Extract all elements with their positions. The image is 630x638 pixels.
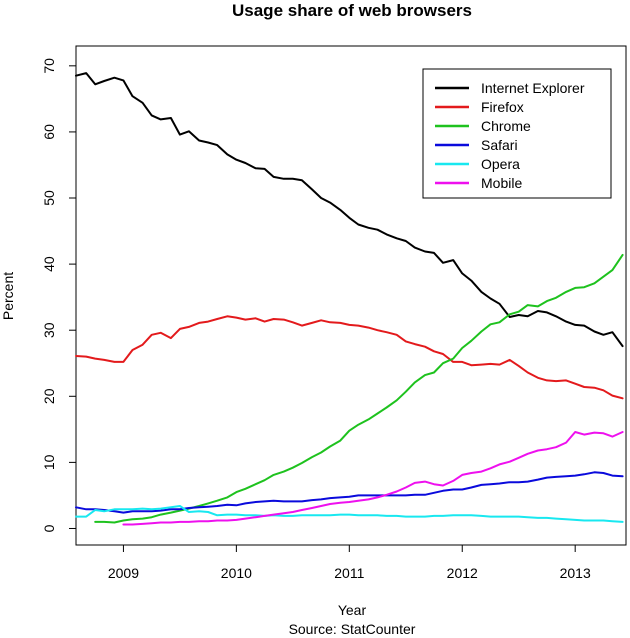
x-tick-label: 2010 (221, 565, 252, 581)
source-caption: Source: StatCounter (289, 621, 416, 637)
y-tick-label: 40 (41, 256, 57, 272)
legend-label-internet-explorer: Internet Explorer (481, 80, 585, 96)
chart-title: Usage share of web browsers (232, 1, 472, 20)
x-tick-label: 2013 (560, 565, 591, 581)
series-line-opera (75, 505, 624, 523)
y-tick-label: 60 (41, 124, 57, 140)
series-line-firefox (75, 315, 624, 400)
series-line-chrome (94, 253, 624, 524)
y-tick-label: 30 (41, 322, 57, 338)
x-tick-label: 2012 (447, 565, 478, 581)
y-tick-label: 70 (41, 58, 57, 74)
y-axis: 0 10 20 30 40 50 60 70 (41, 58, 76, 532)
legend-label-safari: Safari (481, 137, 518, 153)
y-tick-label: 10 (41, 454, 57, 470)
legend: Internet Explorer Firefox Chrome Safari Oper… (422, 68, 612, 199)
legend-label-firefox: Firefox (481, 99, 524, 115)
legend-label-chrome: Chrome (481, 118, 531, 134)
y-tick-label: 0 (41, 524, 57, 532)
plot-frame (75, 45, 627, 546)
x-tick-label: 2011 (334, 565, 364, 581)
series-line-mobile (122, 431, 624, 526)
legend-box (422, 68, 612, 199)
y-axis-label: Percent (0, 272, 16, 320)
y-tick-label: 20 (41, 388, 57, 404)
legend-label-opera: Opera (481, 156, 520, 172)
x-axis-label: Year (338, 602, 367, 618)
series-line-internet-explorer (75, 72, 624, 348)
x-axis: 2009 2010 2011 2012 2013 (108, 545, 591, 581)
x-tick-label: 2009 (108, 565, 139, 581)
series-layer (75, 72, 624, 526)
series-line-safari (75, 471, 624, 514)
legend-label-mobile: Mobile (481, 175, 522, 191)
y-tick-label: 50 (41, 190, 57, 206)
